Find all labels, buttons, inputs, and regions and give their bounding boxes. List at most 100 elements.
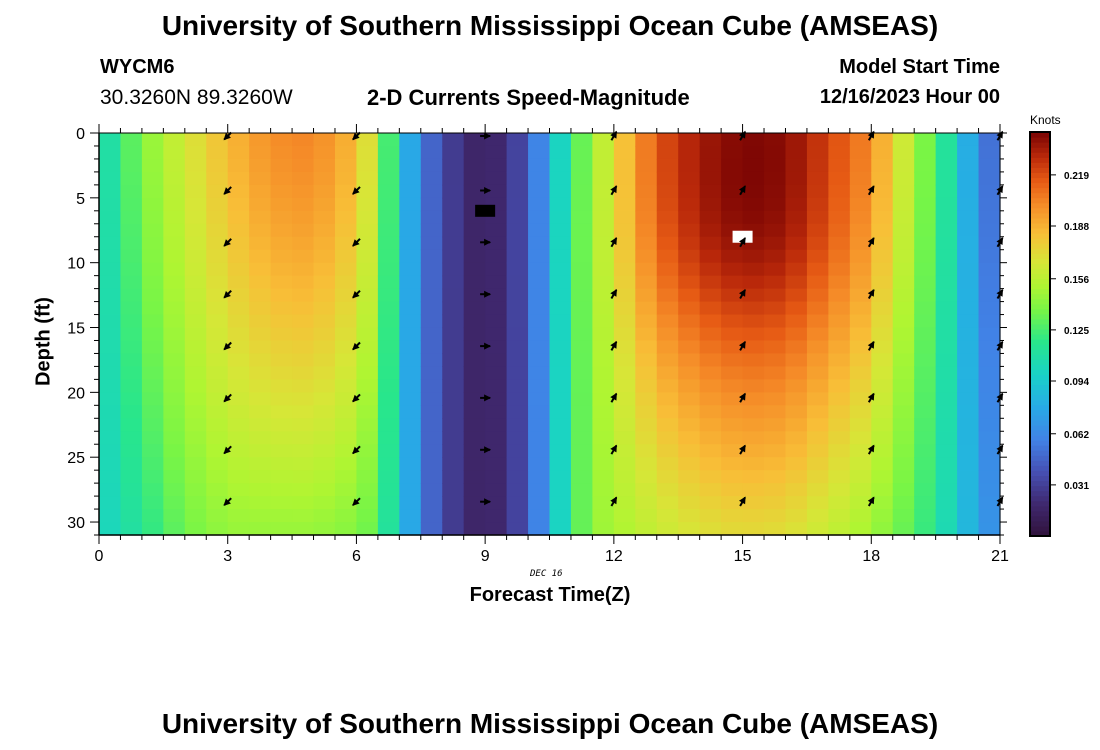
current-arrow [480,238,492,246]
heatmap-cell [227,210,250,225]
heatmap-cell [721,301,744,316]
heatmap-cell [871,210,894,225]
heatmap-cell [978,133,1001,147]
heatmap-cell [914,184,937,199]
heatmap-cell [420,301,443,316]
heatmap-cell [377,483,400,497]
heatmap-cell [828,366,851,380]
heatmap-cell [270,470,293,484]
heatmap-cell [356,158,379,173]
colorbar-tick-label: 0.031 [1064,481,1089,492]
arrow-head [352,498,360,506]
arrow-head [223,342,231,351]
heatmap-cell [120,184,143,199]
heatmap-cell [485,379,508,393]
heatmap-cell [892,210,915,225]
heatmap-marker [475,204,496,217]
heatmap-cell [699,496,722,510]
arrow-head [352,239,360,247]
heatmap-cell [892,379,915,393]
model-start-value: 12/16/2023 Hour 00 [819,86,1000,108]
heatmap-cell [892,262,915,277]
heatmap-cell [978,262,1001,277]
heatmap-cell [742,184,765,199]
heatmap-cell [270,171,293,186]
heatmap-cell [356,171,379,186]
heatmap-cell [356,431,379,445]
heatmap-cell [292,431,315,445]
heatmap-cell [334,223,358,238]
heatmap-cell [828,275,851,290]
heatmap-cell [849,379,872,393]
heatmap-cell [764,444,787,458]
heatmap-cell [163,314,186,329]
heatmap-cell [570,236,593,251]
heatmap-cell [914,340,937,355]
heatmap-cell [442,133,465,147]
heatmap-cell [485,314,508,329]
arrow-head [223,132,231,141]
heatmap-cell [914,133,937,147]
heatmap-cell [721,197,744,212]
heatmap-cell [249,353,272,368]
heatmap-cell [313,392,336,406]
colorbar-tick-label: 0.188 [1064,222,1089,233]
heatmap-cell [764,431,787,445]
arrow-head [484,187,492,194]
heatmap-cell [764,314,787,329]
heatmap-cell [227,379,250,393]
heatmap-cell [442,405,465,419]
arrow-head [484,498,492,506]
heatmap-cell [957,314,980,329]
heatmap-cell [742,379,765,393]
heatmap-cell [442,184,465,199]
heatmap-cell [270,496,293,510]
current-arrow [739,444,746,455]
heatmap-cell [227,301,250,316]
heatmap-cell [935,522,958,536]
heatmap-cell [420,133,443,147]
heatmap-cell [764,197,787,212]
heatmap-cell [935,496,958,510]
heatmap-cell [806,327,829,342]
heatmap-cell [227,223,250,238]
heatmap-cell [506,366,529,380]
heatmap-cell [721,184,744,199]
heatmap-cell [828,133,851,147]
heatmap-cell [613,353,636,368]
heatmap-cell [334,275,358,290]
heatmap-cell [334,418,358,432]
heatmap-cell [871,301,894,316]
x-tick-label: 3 [223,548,232,565]
heatmap-cell [184,340,207,355]
heatmap-cell [570,457,593,471]
heatmap-cell [120,522,143,536]
heatmap-cell [184,418,207,432]
colorbar-segment [1030,399,1050,406]
heatmap-cell [957,288,980,303]
heatmap-cell [721,522,744,536]
heatmap-cell [914,522,937,536]
heatmap-cell [935,197,958,212]
colorbar-segment [1030,515,1050,522]
heatmap-cell [399,210,422,225]
heatmap-cell [892,158,915,173]
heatmap-cell [592,379,615,393]
colorbar-segment [1030,253,1050,259]
heatmap-cell [249,457,272,471]
arrow-head [867,237,875,245]
heatmap-cell [377,444,400,458]
heatmap-cell [635,327,658,342]
heatmap-cell [120,405,143,419]
heatmap-cell [764,223,787,238]
heatmap-cell [528,366,551,380]
heatmap-cell [849,392,872,406]
heatmap-cell [871,171,894,186]
heatmap-cell [721,444,744,458]
heatmap-cell [399,340,422,355]
heatmap-cell [570,431,593,445]
heatmap-cell [442,379,465,393]
heatmap-cell [613,327,636,342]
heatmap-cell [99,301,122,316]
heatmap-cell [99,236,122,251]
